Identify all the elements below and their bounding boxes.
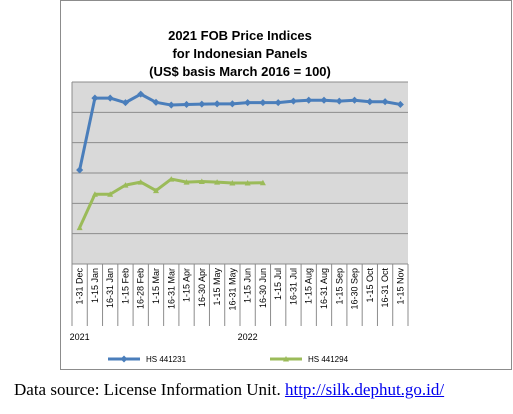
legend-label: HS 441231 [146, 355, 187, 364]
x-tick-label: 16-28 Feb [136, 268, 146, 309]
x-tick-label: 1-15 Sep [334, 268, 344, 305]
data-point [91, 191, 98, 197]
data-point [198, 178, 205, 184]
source-prefix: Data source: License Information Unit. [14, 380, 285, 399]
data-point [167, 101, 175, 109]
x-tick-label: 1-15 Mar [151, 268, 161, 304]
data-point [91, 94, 99, 102]
legend-entry-2: HS 441294 [270, 355, 349, 364]
legend-marker [120, 355, 128, 363]
data-point [137, 179, 144, 185]
data-point [259, 179, 266, 186]
legend-entry-1: HS 441231 [108, 355, 187, 364]
data-point [183, 179, 190, 185]
x-year-label: 2021 [70, 332, 90, 342]
data-point [122, 182, 129, 188]
x-tick-label: 1-15 Apr [182, 268, 192, 302]
x-tick-label: 16-31 Mar [166, 268, 176, 309]
x-tick-label: 1-15 Oct [365, 268, 375, 303]
data-point [76, 224, 83, 231]
chart-title-line: 2021 FOB Price Indices [168, 28, 312, 43]
x-tick-label: 16-30 Jun [258, 268, 268, 308]
x-tick-label: 1-15 Jun [243, 268, 253, 303]
x-tick-label: 16-31 Jul [288, 268, 298, 305]
data-point [244, 180, 251, 186]
data-point [228, 100, 236, 108]
data-point [107, 191, 114, 197]
data-point [214, 179, 221, 185]
data-point [213, 100, 221, 108]
legend-label: HS 441294 [308, 355, 349, 364]
chart-title-line: (US$ basis March 2016 = 100) [149, 64, 331, 79]
data-point [396, 100, 404, 108]
data-point [183, 100, 191, 108]
x-tick-label: 1-15 Feb [120, 268, 130, 304]
data-point [381, 98, 389, 106]
data-point [335, 97, 343, 105]
data-point [153, 187, 159, 194]
x-tick-label: 1-15 Nov [395, 268, 405, 305]
data-point [152, 98, 160, 106]
data-point [320, 96, 328, 104]
chart-title-line: for Indonesian Panels [172, 46, 307, 61]
legend-marker [283, 356, 289, 362]
data-point [351, 96, 359, 104]
data-point [106, 94, 114, 102]
data-point [76, 166, 84, 174]
x-tick-label: 1-15 Aug [304, 268, 314, 304]
x-tick-label: 1-15 Jan [90, 268, 100, 303]
data-source-note: Data source: License Information Unit. h… [14, 380, 509, 400]
x-tick-label: 1-31 Dec [75, 268, 85, 305]
data-point [274, 99, 282, 107]
chart-title: 2021 FOB Price Indices for Indonesian Pan… [149, 28, 331, 79]
data-point [244, 99, 252, 107]
x-tick-label: 16-30 Sep [350, 268, 360, 310]
data-point [198, 100, 206, 108]
data-point [168, 176, 175, 182]
data-point [229, 180, 236, 186]
x-tick-label: 16-31 May [227, 268, 237, 311]
x-tick-label: 16-31 Aug [319, 268, 329, 309]
x-tick-label: 1-15 Jul [273, 268, 283, 300]
data-point [137, 90, 145, 98]
x-tick-label: 16-30 Apr [197, 268, 207, 307]
source-link[interactable]: http://silk.dephut.go.id/ [284, 380, 445, 399]
x-year-label: 2022 [238, 332, 258, 342]
series-line-1 [78, 92, 401, 171]
data-point [366, 98, 374, 106]
x-tick-label: 16-31 Jan [105, 268, 115, 308]
x-tick-label: 16-31 Oct [380, 268, 390, 308]
data-point [259, 99, 267, 107]
x-tick-label: 1-15 May [212, 268, 222, 306]
